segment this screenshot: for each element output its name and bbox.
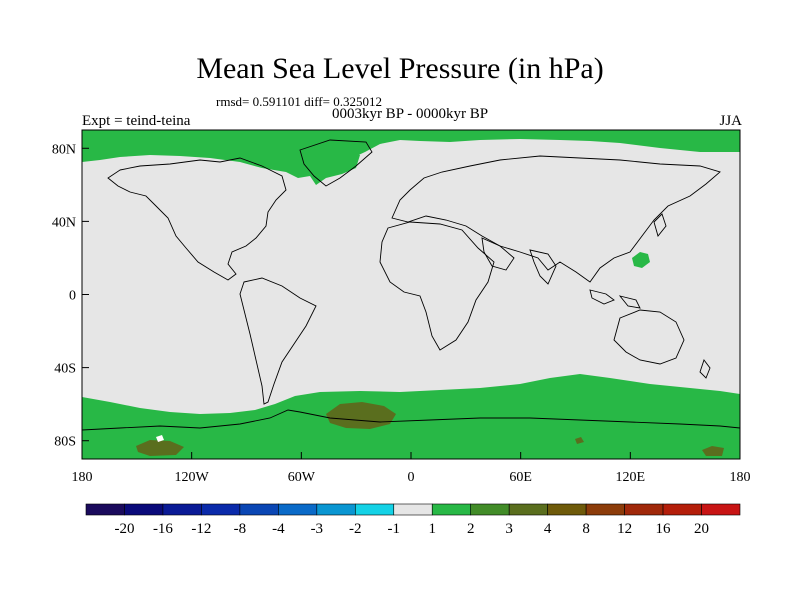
colorbar-label: -12 — [191, 521, 211, 537]
colorbar-swatch — [470, 503, 510, 516]
colorbar-swatch — [354, 503, 395, 516]
colorbar-swatch — [316, 503, 356, 516]
x-tick-label: 180 — [72, 470, 93, 485]
colorbar-label: -3 — [311, 521, 324, 537]
x-tick-label: 0 — [408, 470, 415, 485]
arctic-green-region — [82, 130, 740, 178]
colorbar-label: 4 — [544, 521, 552, 537]
map-plot-area — [82, 130, 740, 459]
colorbar-label: 1 — [428, 521, 436, 537]
rmsd-diff-stats: rmsd= 0.591101 diff= 0.325012 — [216, 94, 382, 109]
colorbar-swatch — [431, 503, 472, 516]
colorbar-label: -1 — [388, 521, 401, 537]
x-tick-label: 180 — [730, 470, 751, 485]
x-tick-label: 120W — [175, 470, 210, 485]
colorbar-label: -20 — [114, 521, 134, 537]
colorbar-swatch — [124, 503, 164, 516]
coast-arabia — [481, 237, 515, 271]
east-antarctic-olive-patch — [702, 446, 724, 456]
colorbar-label: 8 — [582, 521, 590, 537]
coast-india — [529, 249, 557, 285]
colorbar-label: 3 — [505, 521, 513, 537]
period-subtitle: 0003kyr BP - 0000kyr BP — [331, 106, 489, 122]
colorbar-swatch — [201, 503, 241, 516]
x-tick-label: 60W — [288, 470, 316, 485]
coast-new-zealand — [699, 359, 711, 379]
colorbar-label: -16 — [153, 521, 173, 537]
coast-north-america — [107, 157, 287, 281]
colorbar-label: 12 — [617, 521, 632, 537]
colorbar-label: -4 — [272, 521, 285, 537]
coast-eurasia — [391, 155, 721, 283]
colorbar-swatch — [278, 503, 318, 516]
x-tick-label: 120E — [616, 470, 646, 485]
coast-australia — [613, 309, 685, 365]
coast-greenland — [299, 139, 373, 187]
colorbar-label: -2 — [349, 521, 362, 537]
colorbar: -20 -16 -12 -8 -4 -3 -2 -1 1 2 3 4 8 12 16 20 — [85, 503, 741, 537]
x-axis: 180 120W 60W 0 60E 120E 180 — [72, 452, 751, 485]
small-olive-patch — [575, 437, 584, 444]
coast-africa — [379, 221, 495, 351]
colorbar-swatch — [85, 503, 125, 516]
colorbar-swatch — [162, 503, 202, 516]
y-tick-label: 40S — [54, 362, 76, 377]
ross-olive-patch — [136, 440, 184, 456]
colorbar-swatch — [624, 503, 664, 516]
coastlines — [82, 139, 740, 431]
y-axis: 80N 40N 0 40S 80S — [52, 142, 89, 450]
colorbar-swatch — [547, 503, 587, 516]
colorbar-swatch — [239, 503, 279, 516]
experiment-label: Expt = teind-teina — [82, 113, 191, 129]
greenland-green-patch — [310, 150, 360, 185]
coast-antarctica — [82, 409, 740, 431]
coast-japan — [653, 213, 667, 237]
colorbar-swatch — [701, 503, 741, 516]
coast-maritime-continent — [589, 289, 641, 309]
y-tick-label: 80S — [54, 435, 76, 450]
colorbar-swatch — [662, 503, 702, 516]
colorbar-swatch — [508, 503, 548, 516]
southern-ocean-green-region — [82, 374, 740, 459]
colorbar-label: 20 — [694, 521, 709, 537]
y-tick-label: 80N — [52, 142, 76, 157]
y-tick-label: 40N — [52, 215, 76, 230]
coast-south-america — [239, 277, 317, 405]
colorbar-label: 16 — [656, 521, 672, 537]
x-tick-label: 60E — [509, 470, 532, 485]
map-title: Mean Sea Level Pressure (in hPa) — [196, 52, 604, 85]
season-label: JJA — [719, 113, 742, 129]
colorbar-label: 2 — [467, 521, 475, 537]
west-pacific-green-patch — [632, 252, 650, 268]
y-tick-label: 0 — [69, 289, 76, 304]
small-white-patch — [156, 435, 164, 442]
colorbar-label: -8 — [234, 521, 247, 537]
colorbar-swatch — [585, 503, 625, 516]
colorbar-swatch — [393, 503, 433, 516]
